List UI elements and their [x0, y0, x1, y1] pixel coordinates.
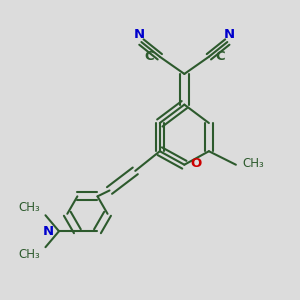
Text: O: O	[190, 157, 202, 170]
Text: C: C	[215, 50, 225, 63]
Text: CH₃: CH₃	[19, 248, 40, 261]
Text: N: N	[224, 28, 235, 41]
Text: C: C	[144, 50, 154, 63]
Text: N: N	[134, 28, 145, 41]
Text: CH₃: CH₃	[242, 157, 264, 170]
Text: N: N	[43, 225, 54, 238]
Text: CH₃: CH₃	[19, 201, 40, 214]
